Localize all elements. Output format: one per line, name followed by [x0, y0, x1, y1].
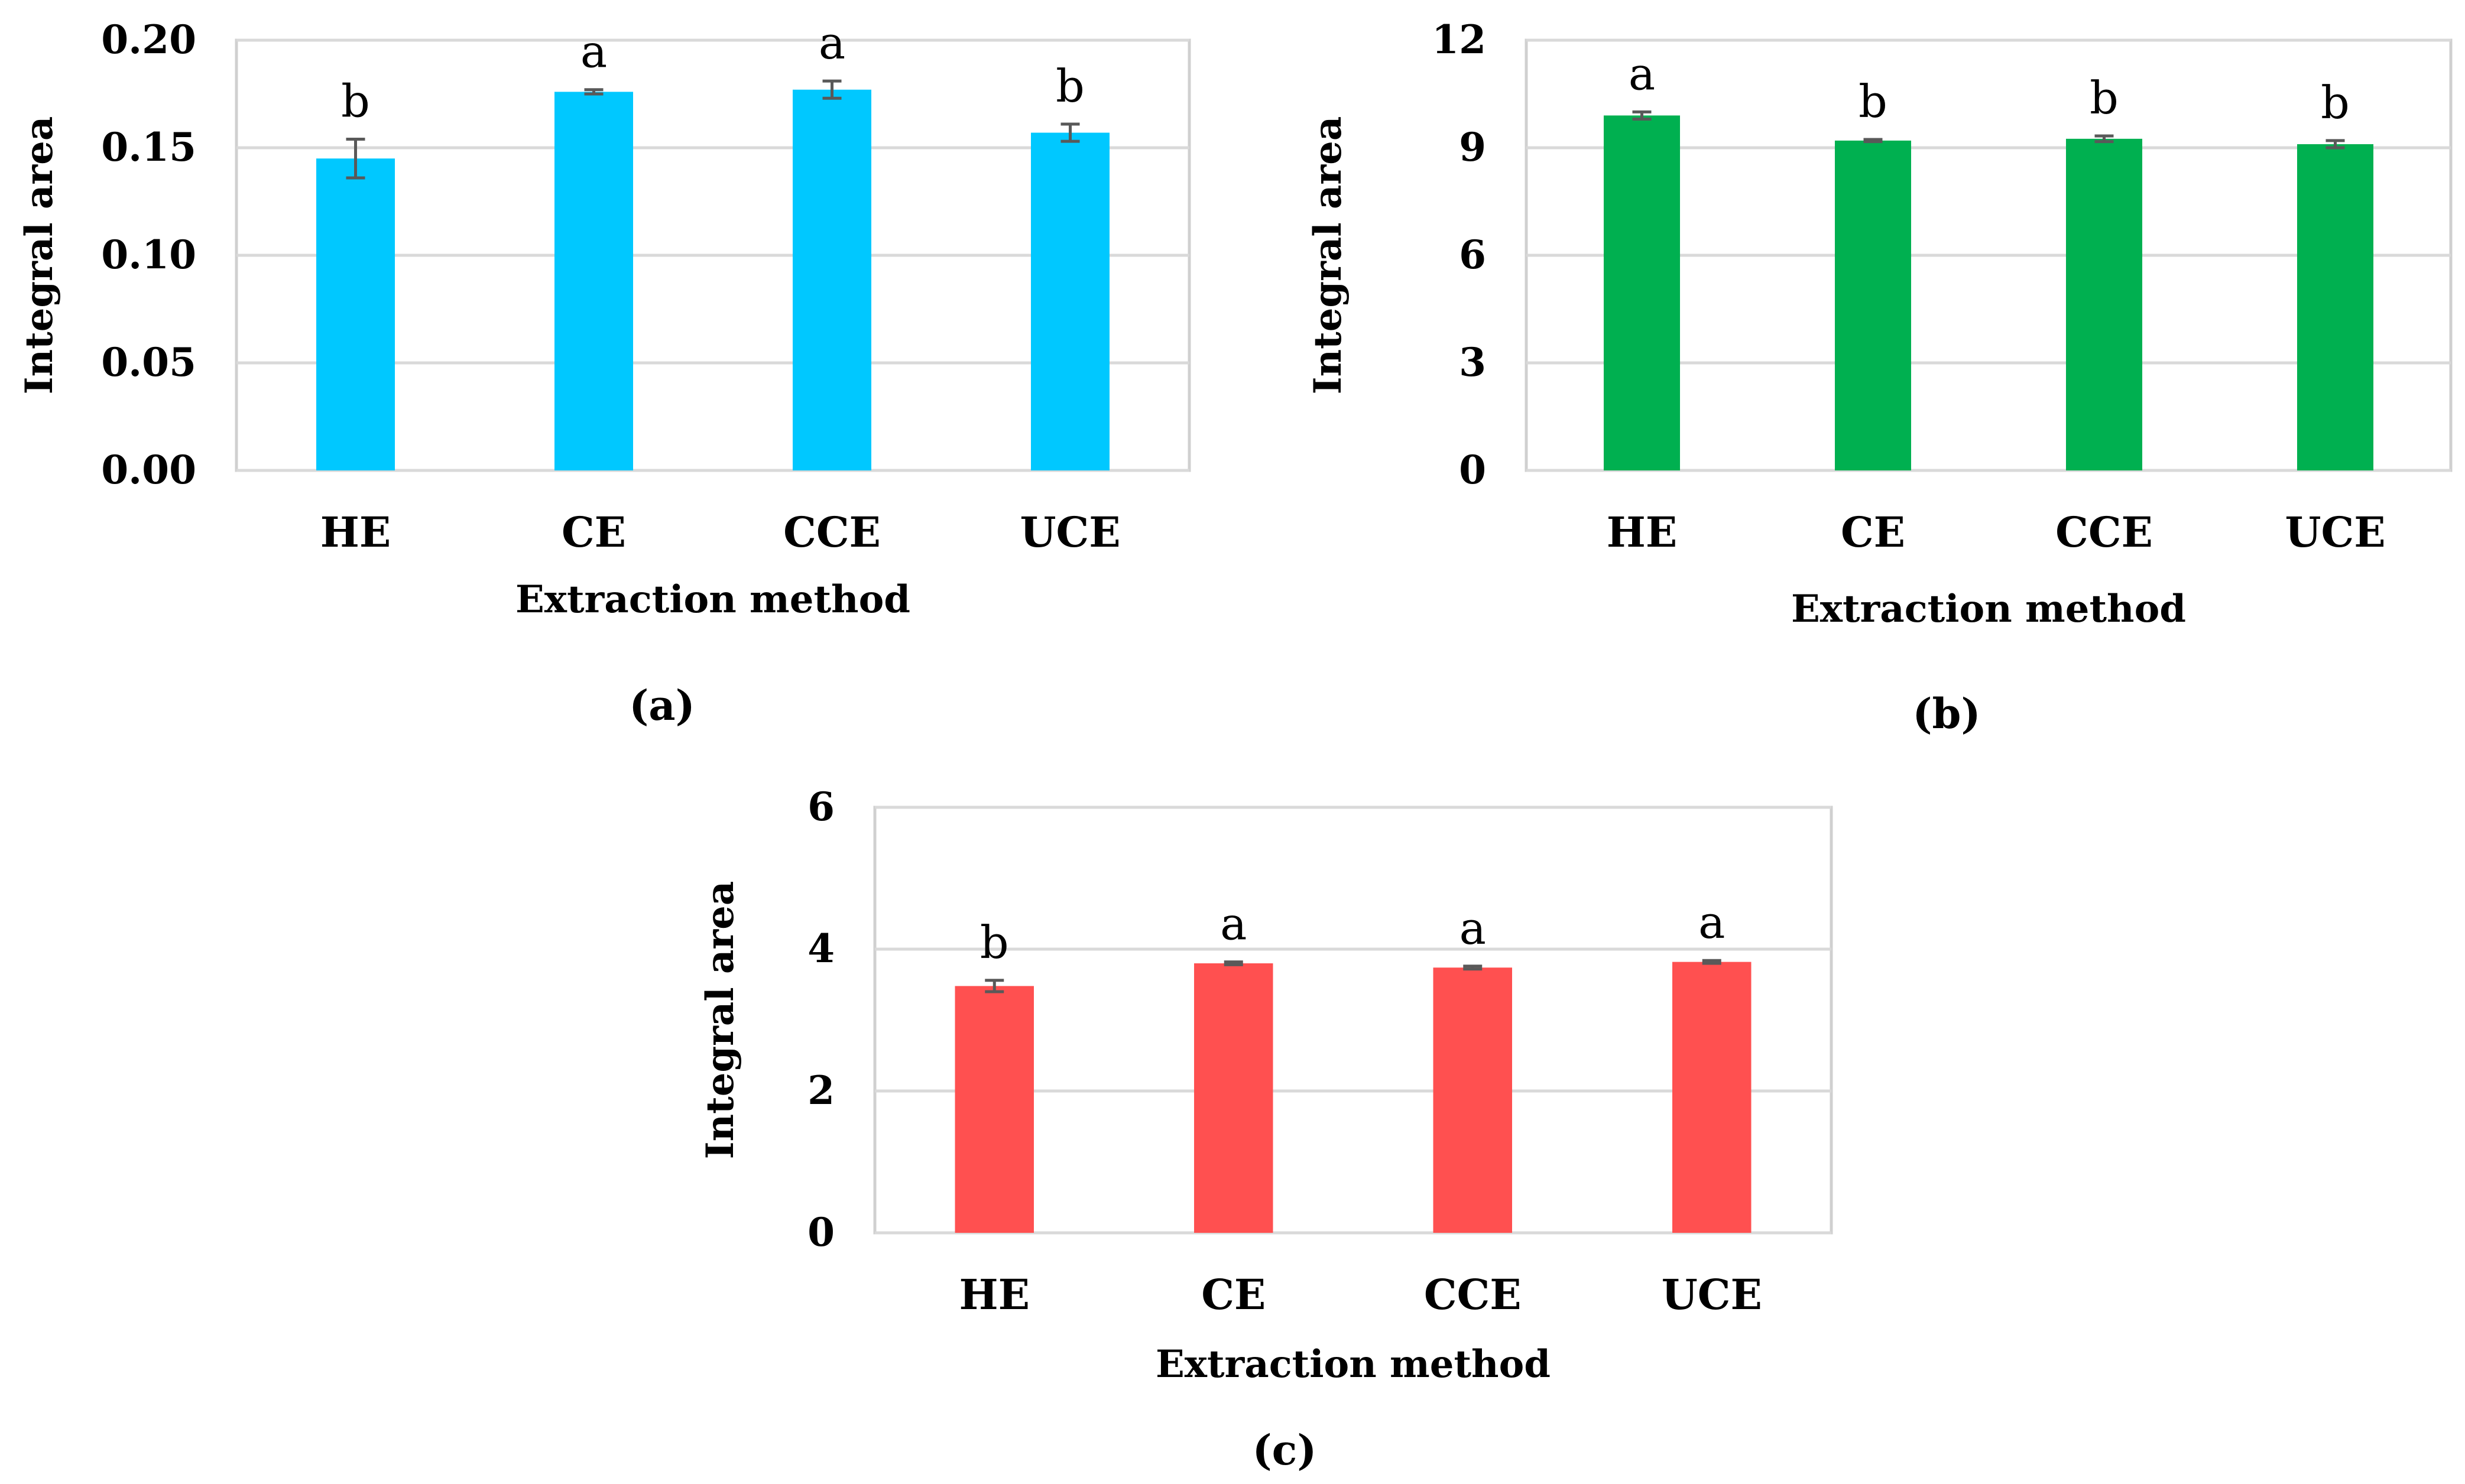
significance-label-b: b [2090, 72, 2119, 124]
x-tick-label-c: CCE [1424, 1270, 1522, 1319]
bar-a-he [316, 158, 395, 470]
significance-label-a: b [341, 74, 370, 127]
y-tick-label-c: 6 [807, 784, 835, 830]
bar-c-cce [1433, 967, 1512, 1233]
x-tick-label-a: UCE [1020, 508, 1120, 557]
y-tick-label-b: 3 [1459, 339, 1486, 385]
x-tick-label-c: UCE [1662, 1270, 1762, 1319]
bar-a-uce [1031, 132, 1110, 470]
bar-b-uce [2297, 144, 2374, 470]
significance-label-a: b [1056, 60, 1085, 112]
significance-label-c: a [1698, 896, 1725, 949]
panel-label-b: (b) [1912, 689, 1980, 738]
significance-label-a: a [819, 17, 845, 69]
x-tick-label-a: CCE [783, 508, 881, 557]
x-tick-label-c: HE [959, 1270, 1030, 1319]
y-tick-label-b: 12 [1432, 17, 1486, 63]
y-tick-label-b: 0 [1459, 447, 1486, 493]
x-axis-title-b: Extraction method [1791, 587, 2186, 631]
y-tick-label-b: 9 [1459, 124, 1486, 170]
y-tick-label-b: 6 [1459, 232, 1486, 278]
panel-label-c: (c) [1253, 1425, 1317, 1475]
significance-label-b: b [2321, 76, 2350, 129]
bar-c-uce [1672, 962, 1752, 1233]
x-tick-label-b: UCE [2285, 508, 2385, 557]
significance-label-b: b [1859, 75, 1887, 128]
bar-b-he [1603, 115, 1681, 470]
y-tick-label-a: 0.10 [101, 232, 196, 278]
y-tick-label-a: 0.05 [101, 339, 196, 385]
significance-label-c: a [1220, 898, 1247, 950]
x-tick-label-b: HE [1607, 508, 1678, 557]
panel-label-a: (a) [629, 681, 695, 730]
y-tick-label-a: 0.00 [101, 447, 196, 493]
y-axis-title-b: Integral area [1306, 116, 1350, 395]
significance-label-a: a [580, 25, 607, 78]
y-tick-label-c: 4 [807, 926, 835, 972]
x-tick-label-c: CE [1201, 1270, 1266, 1319]
y-tick-label-c: 0 [807, 1209, 835, 1255]
x-tick-label-a: HE [320, 508, 391, 557]
x-tick-label-b: CCE [2055, 508, 2153, 557]
bar-a-ce [554, 92, 633, 471]
bar-b-cce [2065, 138, 2143, 471]
significance-label-b: a [1629, 47, 1655, 100]
x-tick-label-a: CE [562, 508, 626, 557]
significance-label-c: a [1459, 902, 1486, 954]
y-axis-title-c: Integral area [698, 881, 742, 1160]
y-axis-title-a: Integral area [17, 116, 61, 395]
y-tick-label-a: 0.20 [101, 17, 196, 63]
y-tick-label-c: 2 [807, 1067, 835, 1113]
bar-b-ce [1834, 140, 1912, 470]
x-axis-title-c: Extraction method [1156, 1342, 1551, 1386]
bar-a-cce [793, 89, 871, 471]
significance-label-c: b [980, 916, 1009, 969]
x-tick-label-b: CE [1841, 508, 1905, 557]
bar-c-ce [1194, 963, 1273, 1233]
bar-c-he [955, 986, 1034, 1233]
y-tick-label-a: 0.15 [101, 124, 196, 170]
x-axis-title-a: Extraction method [515, 577, 910, 622]
